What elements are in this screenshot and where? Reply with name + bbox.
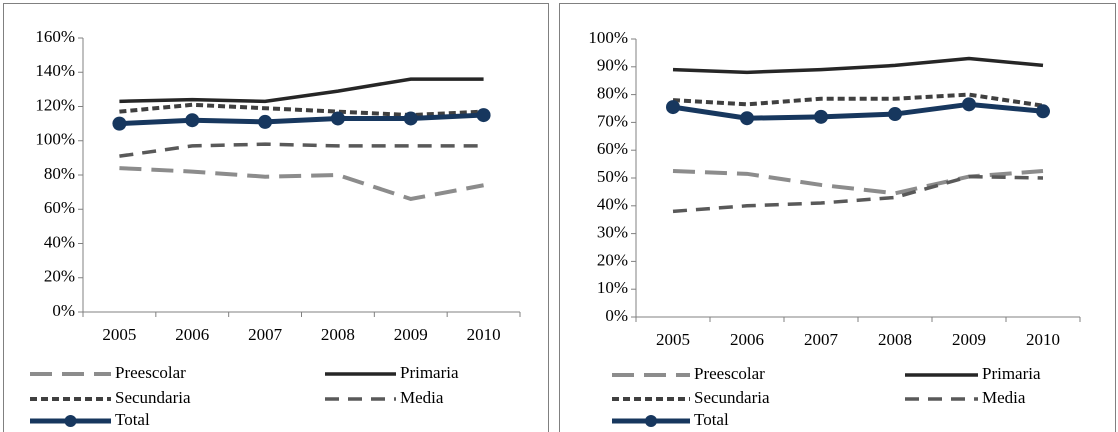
y-tick-label: 80% xyxy=(597,84,628,103)
x-tick-label: 2008 xyxy=(878,330,912,349)
y-tick-label: 20% xyxy=(597,250,628,269)
chart-frame xyxy=(3,3,549,432)
legend-label: Primaria xyxy=(400,363,459,382)
series-line xyxy=(119,112,484,127)
series-line xyxy=(119,142,484,158)
y-tick-label: 40% xyxy=(597,195,628,214)
legend-label: Preescolar xyxy=(115,363,186,382)
point-marker xyxy=(666,100,680,115)
point-marker xyxy=(258,114,273,129)
legend-marker xyxy=(645,415,657,427)
point-marker xyxy=(403,111,418,126)
x-tick-label: 2006 xyxy=(730,330,764,349)
chart-frame xyxy=(559,3,1116,432)
x-tick-label: 2007 xyxy=(248,325,283,344)
legend-label: Total xyxy=(694,410,729,429)
point-marker xyxy=(330,111,345,126)
x-tick-label: 2008 xyxy=(321,325,355,344)
y-tick-label: 120% xyxy=(35,95,75,114)
x-tick-label: 2006 xyxy=(175,325,209,344)
series-line xyxy=(672,101,1044,121)
point-marker xyxy=(888,107,902,122)
y-tick-label: 100% xyxy=(35,130,75,149)
y-tick-label: 20% xyxy=(44,267,75,286)
series-line xyxy=(672,92,1044,108)
y-tick-label: 0% xyxy=(605,306,628,325)
x-tick-label: 2010 xyxy=(1026,330,1060,349)
y-tick-label: 50% xyxy=(597,167,628,186)
point-marker xyxy=(740,111,754,126)
y-tick-label: 80% xyxy=(44,164,75,183)
x-tick-label: 2005 xyxy=(102,325,136,344)
point-marker xyxy=(185,113,200,128)
legend-label: Media xyxy=(982,388,1026,407)
y-tick-label: 90% xyxy=(597,56,628,75)
y-tick-label: 0% xyxy=(52,301,75,320)
legend-label: Total xyxy=(115,410,150,429)
point-marker xyxy=(476,108,491,123)
point-marker xyxy=(814,109,828,124)
x-tick-label: 2005 xyxy=(656,330,690,349)
series-line xyxy=(672,169,1044,196)
x-tick-label: 2009 xyxy=(394,325,428,344)
y-tick-label: 160% xyxy=(35,27,75,46)
series-line xyxy=(119,166,484,202)
series-line xyxy=(672,56,1044,75)
x-tick-label: 2010 xyxy=(467,325,501,344)
y-tick-label: 140% xyxy=(35,61,75,80)
point-marker xyxy=(962,97,976,112)
y-tick-label: 10% xyxy=(597,278,628,297)
series-line xyxy=(672,174,1044,214)
legend-label: Media xyxy=(400,388,444,407)
y-tick-label: 100% xyxy=(588,28,628,47)
series-line xyxy=(119,102,484,118)
y-tick-label: 70% xyxy=(597,111,628,130)
legend-label: Preescolar xyxy=(694,364,765,383)
x-tick-label: 2007 xyxy=(804,330,839,349)
point-marker xyxy=(112,116,127,131)
y-tick-label: 60% xyxy=(44,198,75,217)
y-tick-label: 60% xyxy=(597,139,628,158)
point-marker xyxy=(1036,104,1050,119)
y-tick-label: 30% xyxy=(597,223,628,242)
legend-marker xyxy=(64,415,77,427)
y-tick-label: 40% xyxy=(44,232,75,251)
x-tick-label: 2009 xyxy=(952,330,986,349)
legend-label: Primaria xyxy=(982,364,1041,383)
series-line xyxy=(119,77,484,104)
legend-label: Secundaria xyxy=(694,388,770,407)
legend-label: Secundaria xyxy=(115,388,191,407)
